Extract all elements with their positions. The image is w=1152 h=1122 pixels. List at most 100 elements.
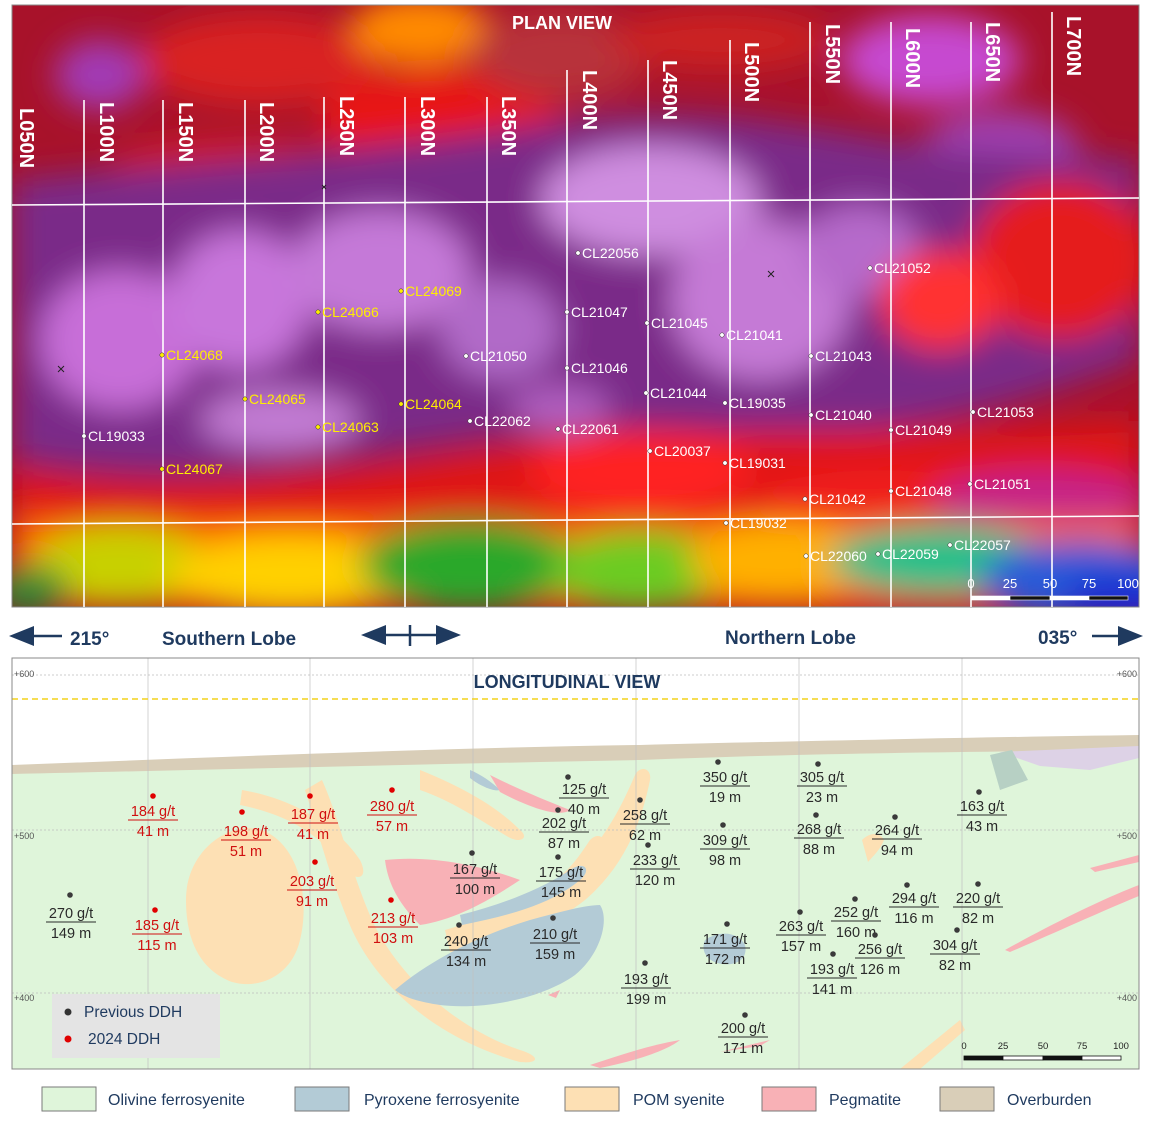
intercept-length: 159 m — [535, 947, 575, 963]
drill-hole: CL24066 — [315, 304, 379, 320]
plan-scale-bar: 0 25 50 75 100 — [967, 576, 1139, 601]
legend-item: Olivine ferrosyenite — [41, 1086, 245, 1112]
intercept: 163 g/t 43 m — [957, 789, 1007, 835]
intercept-length: 160 m — [836, 925, 876, 941]
azimuth-right: 035° — [1038, 628, 1077, 649]
drill-pierce-point-icon — [813, 812, 819, 818]
intercept-length: 171 m — [723, 1041, 763, 1057]
drill-hole: CL19032 — [723, 515, 787, 531]
section-line-label: L350N — [497, 96, 519, 156]
intercept: 202 g/t 87 m — [539, 807, 589, 852]
drill-hole: CL19033 — [81, 428, 145, 444]
scale-segment — [970, 595, 1011, 601]
drill-hole-id: CL19032 — [730, 515, 787, 531]
intercept: 184 g/t 41 m — [128, 793, 178, 840]
intercept-grade: 252 g/t — [834, 905, 878, 921]
drill-hole: CL21040 — [808, 407, 872, 423]
section-line-label: L200N — [255, 102, 277, 162]
scale-tick-label: 0 — [967, 576, 974, 591]
ddh-inset-legend: Previous DDH 2024 DDH — [52, 994, 220, 1058]
intercept: 200 g/t 171 m — [718, 1012, 768, 1057]
drill-hole: CL21046 — [564, 360, 628, 376]
intercept-grade: 198 g/t — [224, 824, 268, 840]
drill-hole-id: CL21048 — [895, 483, 952, 499]
intercept-length: 91 m — [296, 894, 328, 910]
drill-collar-icon — [315, 309, 321, 315]
drill-pierce-point-icon — [975, 881, 981, 887]
intercept-length: 100 m — [455, 882, 495, 898]
intercept-length: 94 m — [881, 843, 913, 859]
drill-collar-icon — [867, 265, 873, 271]
drill-pierce-point-icon — [742, 1012, 748, 1018]
drill-hole: CL21053 — [970, 404, 1034, 420]
drill-hole-id: CL19031 — [729, 455, 786, 471]
intercept-length: 199 m — [626, 992, 666, 1008]
scale-segment — [1002, 1055, 1044, 1061]
intercept: 220 g/t 82 m — [953, 881, 1003, 927]
intercept-grade: 187 g/t — [291, 807, 335, 823]
scale-segment — [963, 1055, 1004, 1061]
intercept-grade: 184 g/t — [131, 804, 175, 820]
drill-pierce-point-icon — [565, 774, 571, 780]
drill-hole-id: CL19033 — [88, 428, 145, 444]
drill-collar-icon — [970, 409, 976, 415]
intercept-length: 62 m — [629, 828, 661, 844]
intercept: 213 g/t 103 m — [368, 897, 418, 947]
intercept-grade: 264 g/t — [875, 823, 919, 839]
drill-pierce-point-icon — [152, 907, 158, 913]
drill-pierce-point-icon — [389, 787, 395, 793]
legend-swatch — [294, 1086, 350, 1112]
intercept-grade: 240 g/t — [444, 934, 488, 950]
intercept-grade: 125 g/t — [562, 782, 606, 798]
drill-collar-icon — [467, 418, 473, 424]
intercept: 304 g/t 82 m — [930, 927, 980, 974]
drill-hole: CL24063 — [315, 419, 379, 435]
intercept-length: 145 m — [541, 885, 581, 901]
intercept-length: 19 m — [709, 790, 741, 806]
intercept-length: 41 m — [137, 824, 169, 840]
elevation-label: +400 — [1117, 993, 1137, 1003]
drill-collar-icon — [159, 352, 165, 358]
drill-collar-icon — [967, 481, 973, 487]
drill-hole-id: CL21053 — [977, 404, 1034, 420]
drill-pierce-point-icon — [872, 932, 878, 938]
legend-label: Olivine ferrosyenite — [108, 1092, 245, 1109]
scale-segment — [1081, 1055, 1122, 1061]
intercept: 203 g/t 91 m — [287, 859, 337, 910]
drill-hole: CL21045 — [644, 315, 708, 331]
drill-collar-icon — [643, 390, 649, 396]
intercept-length: 103 m — [373, 931, 413, 947]
drill-hole: CL19031 — [722, 455, 786, 471]
legend-item: Pyroxene ferrosyenite — [294, 1086, 520, 1112]
intercept-length: 126 m — [860, 962, 900, 978]
intercept-length: 51 m — [230, 844, 262, 860]
drill-pierce-point-icon — [150, 793, 156, 799]
scale-tick-label: 25 — [1003, 576, 1017, 591]
drill-hole-id: CL22056 — [582, 245, 639, 261]
drill-hole: CL21048 — [888, 483, 952, 499]
grid-crossline — [11, 515, 1140, 525]
drill-collar-icon — [564, 365, 570, 371]
drill-pierce-point-icon — [312, 859, 318, 865]
elevation-label: +600 — [1117, 669, 1137, 679]
intercept-grade: 175 g/t — [539, 865, 583, 881]
drill-hole-id: CL21043 — [815, 348, 872, 364]
intercept-grade: 220 g/t — [956, 891, 1000, 907]
drill-hole-id: CL24069 — [405, 283, 462, 299]
drill-collar-icon — [398, 288, 404, 294]
intercept: 233 g/t 120 m — [630, 842, 680, 889]
scale-segment — [1009, 595, 1051, 601]
drill-collar-icon — [802, 496, 808, 502]
drill-hole-id: CL21049 — [895, 422, 952, 438]
pegmatite-unit — [385, 775, 1139, 1068]
drill-hole: CL24065 — [242, 391, 306, 407]
drill-hole-id: CL20037 — [654, 443, 711, 459]
elevation-label: +500 — [14, 831, 34, 841]
drill-pierce-point-icon — [555, 807, 561, 813]
orientation-row: 215° Southern Lobe Northern Lobe 035° — [9, 625, 1143, 650]
legend-swatch — [564, 1086, 620, 1112]
drill-hole: CL21052 — [867, 260, 931, 276]
drill-collar-icon — [315, 424, 321, 430]
intercept-grade: 305 g/t — [800, 770, 844, 786]
